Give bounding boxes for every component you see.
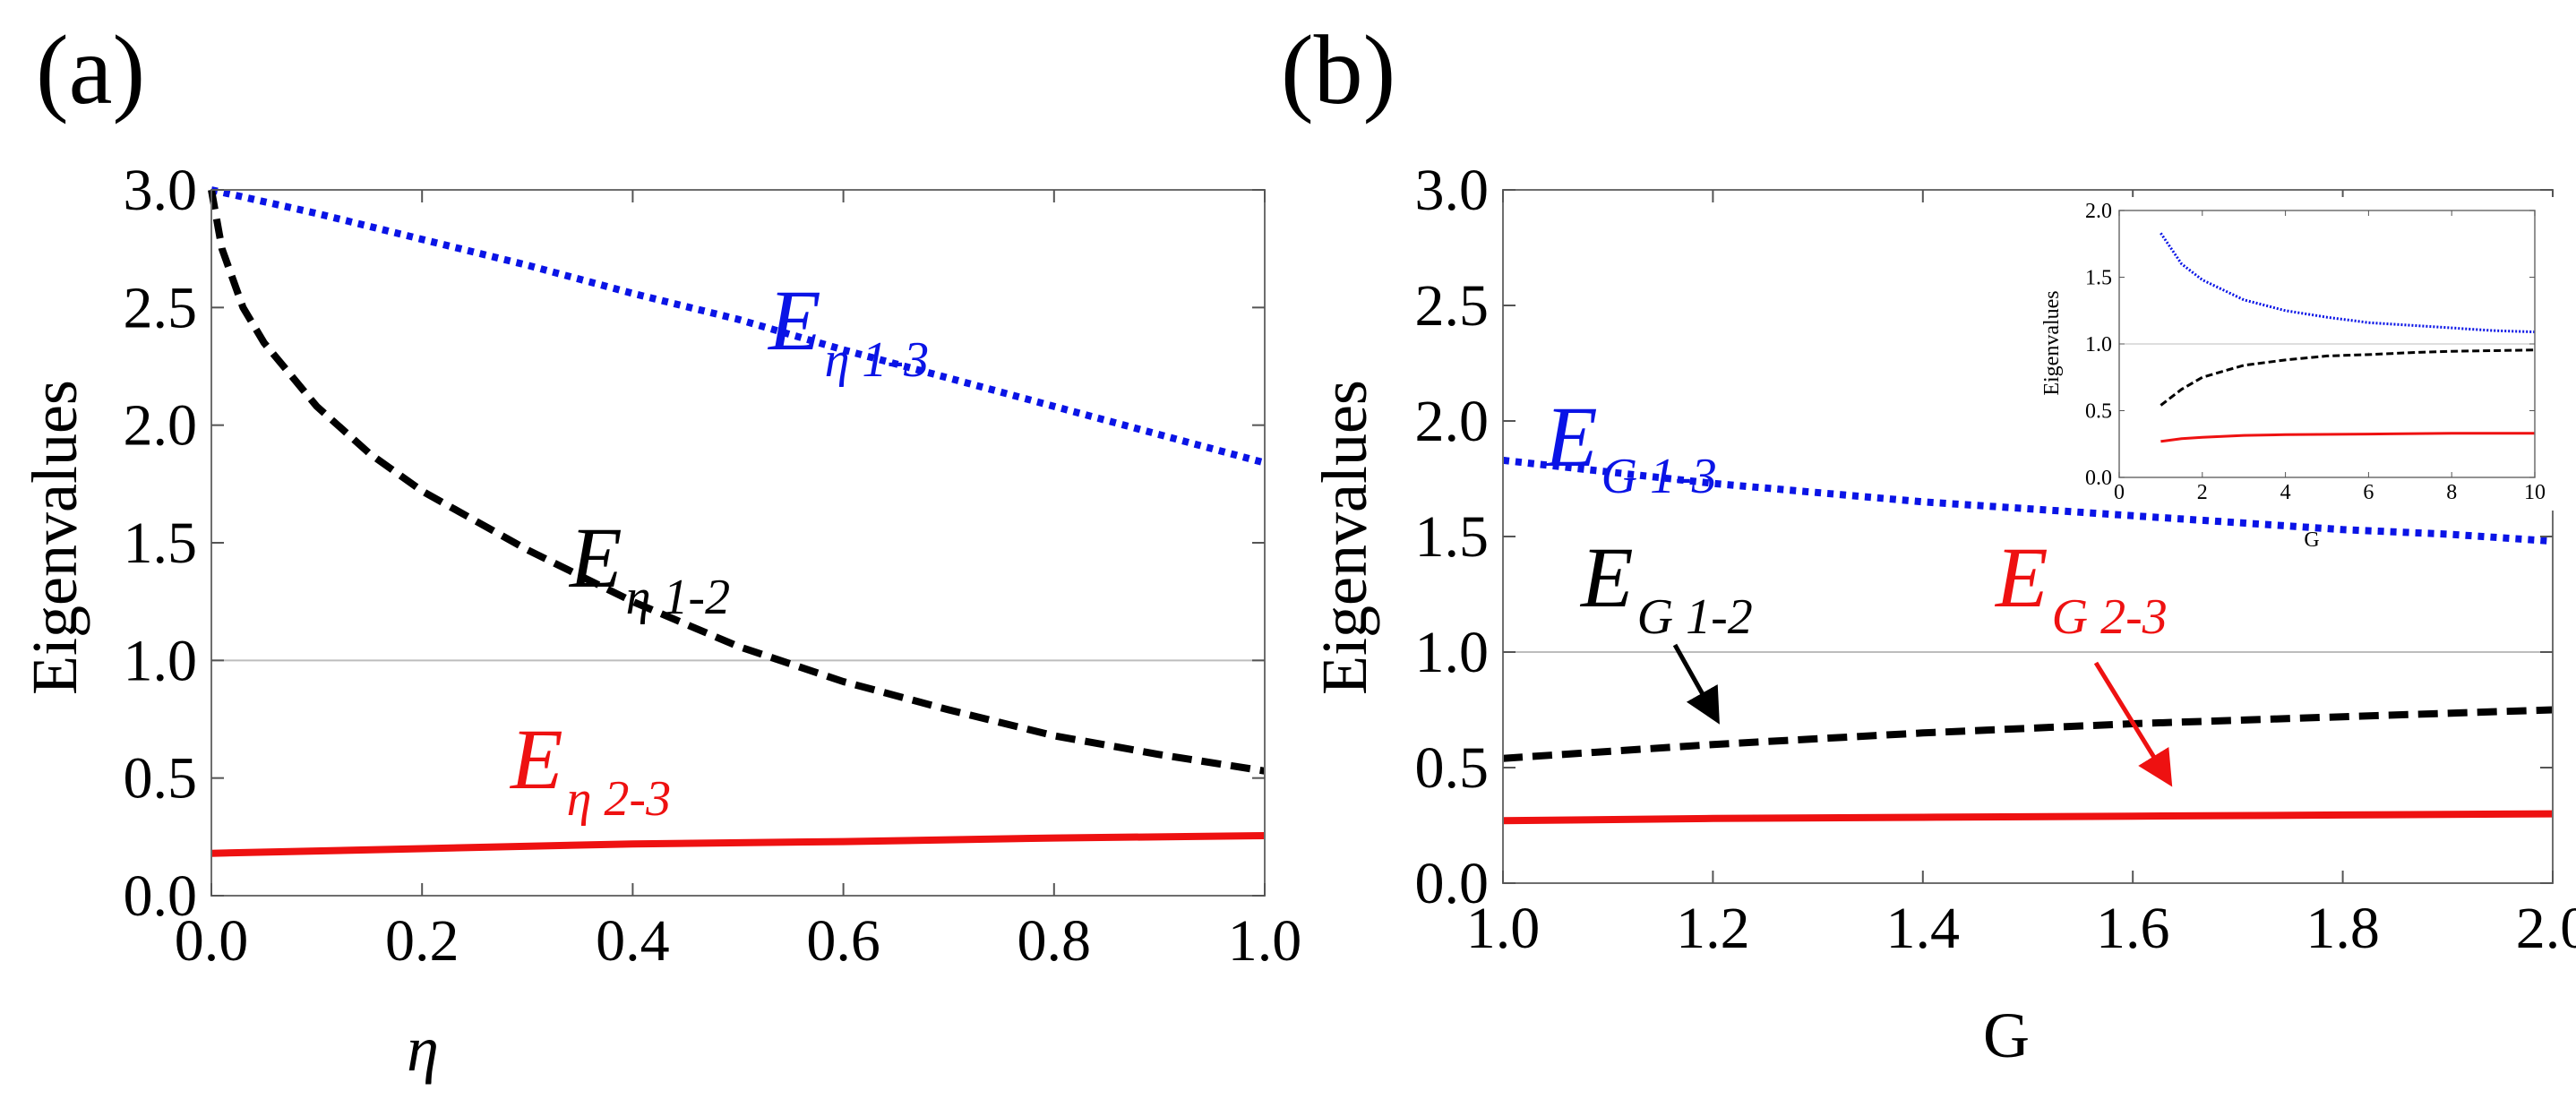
- panel-a: (a) η Eigenvalues 0.0 0.2 0.4 0.6 0.8 1.00.00…: [19, 15, 1301, 1085]
- panel-a-y-axis-title: Eigenvalues: [19, 380, 90, 695]
- panel-b-x-tick-label: 1.4: [1886, 896, 1961, 961]
- label-eta-2-3-sub: η 2-3: [567, 771, 671, 827]
- label-eta-2-3: Eη 2-3: [509, 711, 671, 827]
- panel-a-series: [208, 186, 1267, 857]
- panel-b-y-tick-label: 2.0: [1415, 389, 1490, 454]
- label-g-2-3: EG 2-3: [1994, 529, 2168, 645]
- label-g-1-2-main: E: [1579, 529, 1634, 625]
- panel-a-plot-frame: [210, 189, 1266, 897]
- panel-a-label: (a): [36, 15, 145, 124]
- panel-b-y-tick-label: 1.0: [1415, 620, 1490, 685]
- inset-y-axis-title: Eigenvalues: [2040, 290, 2064, 395]
- panel-b-series-labels: EG 1-3 EG 1-2 EG 2-3: [1543, 389, 2168, 645]
- label-g-1-3: EG 1-3: [1543, 389, 1717, 504]
- inset-x-tick-label: 8: [2446, 481, 2457, 504]
- panel-a-x-tick-label: 0.2: [385, 908, 459, 974]
- inset-background: [2114, 197, 2576, 511]
- panel-a-y-tick-label: 1.5: [124, 511, 198, 576]
- arrow-g-2-3: [2093, 661, 2173, 787]
- panel-a-y-tick-label: 1.0: [124, 628, 198, 693]
- inset-x-tick-label: 2: [2197, 481, 2208, 504]
- label-eta-1-2: Eη 1-2: [568, 510, 730, 625]
- label-g-1-3-sub: G 1-3: [1601, 449, 1717, 504]
- panel-b-y-tick-label: 0.5: [1415, 735, 1490, 801]
- panel-a-series-dotted-0a14e6: [210, 186, 1267, 467]
- inset-series-dashed-000000: [2160, 348, 2536, 407]
- panel-a-x-tick-label: 0.4: [596, 908, 670, 974]
- panel-b-series-dashed-000000: [1502, 706, 2554, 762]
- panel-b-series-solid-ee1111: [1502, 810, 2554, 825]
- inset-y-tick-label: 0.5: [2085, 400, 2112, 424]
- inset-axes: 0 2 4 6 8 10 0.0 0.5 1.0 1.5 2.0: [2085, 200, 2546, 504]
- panel-b-axes: 1.0 1.2 1.4 1.6 1.8 2.0 0.0 0.5 1.0 1.5 2.0 2.5 3.0: [1415, 158, 2576, 961]
- inset-y-tick-label: 2.0: [2085, 200, 2112, 223]
- label-eta-1-3-main: E: [767, 272, 821, 368]
- label-eta-2-3-main: E: [509, 711, 563, 807]
- panel-b: (b) G Eigenvalues 1.0 1.2 1.4 1.6 1.8 2.00.00…: [1281, 15, 2576, 1071]
- panel-a-x-tick-label: 0.6: [806, 908, 880, 974]
- inset-x-tick-label: 10: [2524, 481, 2546, 504]
- label-g-1-2-sub: G 1-2: [1637, 589, 1753, 645]
- panel-a-y-tick-label: 0.0: [124, 863, 198, 929]
- panel-b-x-tick-label: 1.6: [2096, 896, 2170, 961]
- panel-b-y-tick-label: 3.0: [1415, 158, 1490, 223]
- inset-x-tick-label: 6: [2363, 481, 2374, 504]
- panel-a-x-axis-title: η: [407, 1013, 439, 1085]
- inset-x-tick-label: 0: [2114, 481, 2125, 504]
- inset-y-tick-label: 0.0: [2085, 467, 2112, 490]
- label-eta-1-3-sub: η 1-3: [825, 332, 929, 388]
- panel-b-x-tick-label: 1.8: [2306, 896, 2380, 961]
- label-eta-1-2-main: E: [568, 510, 623, 605]
- panel-b-x-tick-label: 1.0: [1466, 896, 1541, 961]
- panel-a-series-solid-ee1111: [210, 832, 1266, 857]
- panel-a-x-tick-label: 1.0: [1228, 908, 1302, 974]
- panel-b-x-axis-title: G: [1983, 1000, 2030, 1071]
- panel-a-y-tick-label: 3.0: [124, 158, 198, 223]
- panel-b-y-tick-label: 0.0: [1415, 851, 1490, 916]
- panel-a-x-tick-label: 0.0: [175, 908, 249, 974]
- inset-series-solid-ee1111: [2160, 432, 2535, 443]
- inset-y-tick-label: 1.0: [2085, 333, 2112, 356]
- panel-b-y-axis-title: Eigenvalues: [1309, 380, 1380, 695]
- panel-b-x-tick-label: 2.0: [2516, 896, 2576, 961]
- panel-b-label: (b): [1281, 15, 1395, 124]
- inset-x-axis-title: G: [2304, 528, 2319, 552]
- panel-a-y-tick-label: 2.0: [124, 393, 198, 459]
- panel-a-y-tick-label: 0.5: [124, 746, 198, 811]
- label-g-2-3-sub: G 2-3: [2052, 589, 2168, 645]
- panel-b-annotation-arrows: [1672, 643, 2173, 787]
- panel-b-x-tick-label: 1.2: [1676, 896, 1750, 961]
- inset-series: [2160, 232, 2536, 443]
- inset-y-tick-label: 1.5: [2085, 267, 2112, 290]
- label-g-1-2: EG 1-2: [1579, 529, 1753, 645]
- label-eta-1-3: Eη 1-3: [767, 272, 929, 388]
- panel-a-x-tick-label: 0.8: [1018, 908, 1092, 974]
- panel-a-series-dashed-000000: [208, 189, 1266, 775]
- panel-b-inset: G Eigenvalues 0 2 4 6 8 10 0.0 0.5 1.0 1.5 2.0: [2040, 197, 2576, 552]
- inset-series-dotted-0a14e6: [2160, 232, 2536, 334]
- panel-b-series: [1502, 456, 2554, 825]
- panel-a-y-tick-label: 2.5: [124, 275, 198, 340]
- label-eta-1-2-sub: η 1-2: [626, 570, 730, 625]
- panel-b-series-dotted-0a14e6: [1502, 456, 2554, 545]
- arrow-g-1-2: [1672, 643, 1720, 725]
- label-g-1-3-main: E: [1543, 389, 1598, 485]
- label-g-2-3-main: E: [1994, 529, 2048, 625]
- panel-a-series-labels: Eη 1-3 Eη 1-2 Eη 2-3: [509, 272, 929, 827]
- inset-x-tick-label: 4: [2280, 481, 2291, 504]
- panel-a-axes: 0.0 0.2 0.4 0.6 0.8 1.0 0.0 0.5 1.0 1.5 2.0 2.5 3.0: [124, 158, 1302, 974]
- panel-b-y-tick-label: 1.5: [1415, 504, 1490, 570]
- panel-b-y-tick-label: 2.5: [1415, 273, 1490, 339]
